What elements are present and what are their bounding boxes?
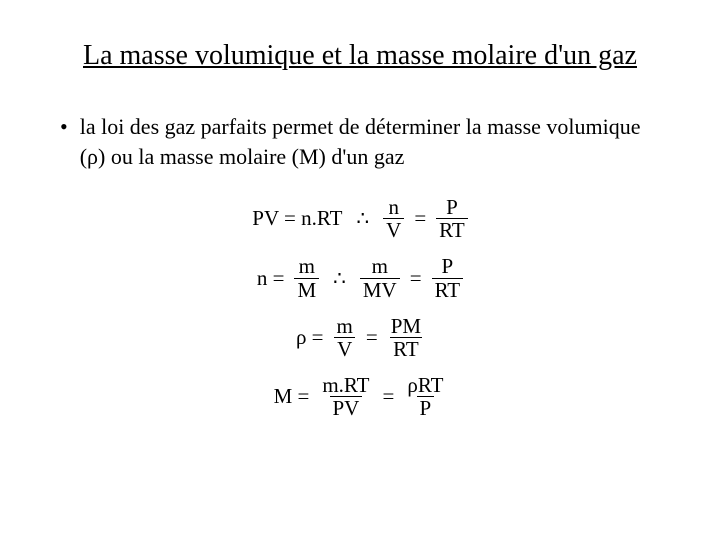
bullet-marker: • (60, 112, 68, 143)
therefore-symbol: ∴ (352, 206, 373, 231)
eq4-lhs: M = (274, 384, 310, 409)
eq1-frac1: n V (383, 196, 404, 241)
equation-2: n = m M ∴ m MV = P RT (257, 255, 463, 300)
eq3-lhs: ρ = (296, 325, 324, 350)
eq2-frac1-num: m (369, 255, 391, 277)
eq3-frac1-num: m (334, 315, 356, 337)
equals-sign: = (410, 266, 422, 291)
eq1-frac1-num: n (385, 196, 402, 218)
slide-title: La masse volumique et la masse molaire d… (50, 40, 670, 72)
eq4-frac2-num: ρRT (404, 374, 446, 396)
eq2-frac0: m M (294, 255, 319, 300)
eq2-frac1-den: MV (360, 278, 400, 301)
equals-sign: = (414, 206, 426, 231)
equals-sign: = (366, 325, 378, 350)
eq3-frac2-den: RT (390, 337, 422, 360)
therefore-symbol: ∴ (329, 266, 350, 291)
eq1-frac2-num: P (443, 196, 461, 218)
equation-3: ρ = m V = PM RT (296, 315, 424, 360)
eq2-frac0-den: M (294, 278, 319, 301)
eq2-frac0-num: m (296, 255, 318, 277)
eq4-frac1-den: PV (330, 396, 363, 419)
eq3-frac1-den: V (334, 337, 355, 360)
eq4-frac2: ρRT P (404, 374, 446, 419)
eq3-frac1: m V (334, 315, 356, 360)
equations-block: PV = n.RT ∴ n V = P RT n = m M ∴ m MV = (50, 196, 670, 418)
slide-container: La masse volumique et la masse molaire d… (0, 0, 720, 459)
eq3-frac2-num: PM (388, 315, 424, 337)
eq4-frac2-den: P (417, 396, 435, 419)
equals-sign: = (383, 384, 395, 409)
eq1-frac2: P RT (436, 196, 468, 241)
eq4-frac1-num: m.RT (319, 374, 372, 396)
eq1-frac1-den: V (383, 218, 404, 241)
eq2-lhs: n = (257, 266, 285, 291)
eq1-frac2-den: RT (436, 218, 468, 241)
eq4-frac1: m.RT PV (319, 374, 372, 419)
eq2-frac1: m MV (360, 255, 400, 300)
eq2-frac2-den: RT (432, 278, 464, 301)
bullet-item: • la loi des gaz parfaits permet de déte… (50, 112, 670, 171)
bullet-text: la loi des gaz parfaits permet de déterm… (80, 112, 670, 171)
eq2-frac2: P RT (432, 255, 464, 300)
eq1-lhs: PV = n.RT (252, 206, 342, 231)
eq2-frac2-num: P (439, 255, 457, 277)
equation-1: PV = n.RT ∴ n V = P RT (252, 196, 467, 241)
eq3-frac2: PM RT (388, 315, 424, 360)
equation-4: M = m.RT PV = ρRT P (274, 374, 447, 419)
